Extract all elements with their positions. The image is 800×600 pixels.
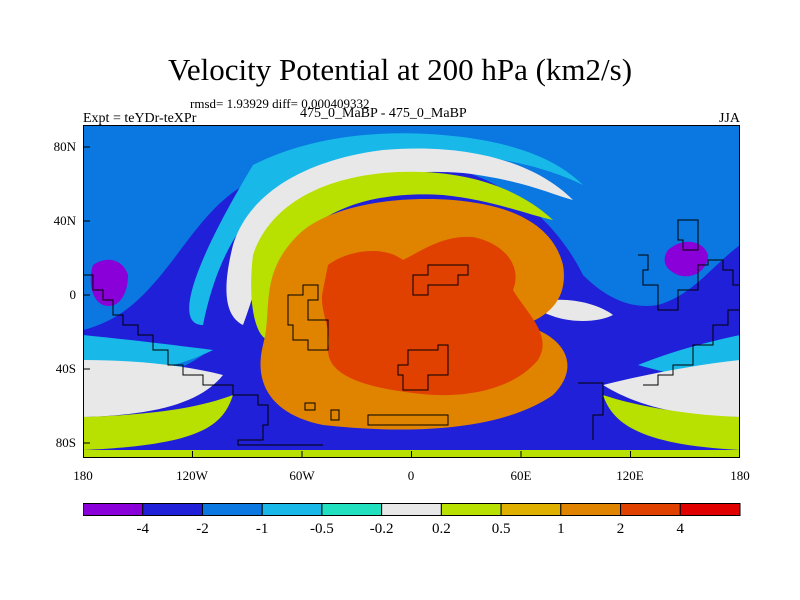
colorbar-swatch-8 <box>560 503 622 516</box>
lon-label-60w: 60W <box>289 468 315 483</box>
colorbar-swatch-9 <box>620 503 681 516</box>
colorbar <box>83 503 741 516</box>
colorbar-label: -1 <box>255 521 269 537</box>
contour-green-sw <box>83 395 233 450</box>
colorbar-swatch-2 <box>201 503 263 516</box>
colorbar-label: 1 <box>557 521 565 537</box>
lon-label-0: 0 <box>407 468 415 483</box>
lon-label-180e: 180 <box>730 468 750 483</box>
colorbar-swatch-10 <box>679 503 741 516</box>
coast-island-a <box>287 284 329 351</box>
ticks <box>83 146 740 458</box>
colorbar-label: -0.2 <box>369 521 394 537</box>
lat-label-80s: 80S <box>55 435 76 450</box>
contour-white-sw <box>83 360 223 417</box>
coast-australia <box>643 309 740 386</box>
plot-title: Velocity Potential at 200 hPa (km2/s) <box>167 52 633 87</box>
coastlines <box>83 219 740 446</box>
lat-label-40s: 40S <box>55 361 76 376</box>
coast-asia <box>638 254 740 311</box>
contour-red-core <box>321 236 543 396</box>
coast-small-islands <box>304 402 340 421</box>
colorbar-swatch-7 <box>500 503 562 516</box>
lat-label-0: 0 <box>69 287 77 302</box>
subtitle-label: 475_0_MaBP - 475_0_MaBP <box>300 106 467 121</box>
coast-antarctic-shelf <box>367 414 449 426</box>
colorbar-label: -4 <box>136 521 149 537</box>
colorbar-label: -2 <box>196 521 209 537</box>
colorbar-swatch-4 <box>321 503 383 516</box>
lon-label-120w: 120W <box>176 468 208 483</box>
colorbar-swatch-1 <box>142 503 203 516</box>
colorbar-label: 2 <box>616 521 625 537</box>
velocity-potential-map <box>83 125 740 458</box>
contour-purple-west <box>90 259 128 306</box>
lat-label-40n: 40N <box>53 213 76 228</box>
lon-label-180w: 180 <box>73 468 93 483</box>
colorbar-swatch-6 <box>440 503 502 516</box>
coast-east-b <box>677 219 699 251</box>
colorbar-swatch-0 <box>83 503 144 516</box>
contour-green-se <box>603 395 740 450</box>
coast-americas <box>83 274 323 446</box>
season-label: JJA <box>718 111 740 126</box>
coast-east-a <box>578 382 604 440</box>
colorbar-label: -0.5 <box>310 521 334 537</box>
colorbar-label: 0.2 <box>431 521 451 537</box>
coast-island-b <box>412 264 469 296</box>
colorbar-label: 4 <box>676 521 685 537</box>
coast-island-c <box>397 344 449 391</box>
colorbar-swatch-5 <box>381 503 442 516</box>
lon-label-120e: 120E <box>616 468 644 483</box>
colorbar-swatch-3 <box>261 503 323 516</box>
lat-label-80n: 80N <box>53 139 76 154</box>
colorbar-label: 0.5 <box>491 521 511 537</box>
stats-text: rmsd= 1.93929 diff= 0.000409332 <box>190 96 370 111</box>
contour-green-arc <box>251 171 553 340</box>
lon-label-60e: 60E <box>510 468 532 483</box>
contour-white-se <box>603 360 740 417</box>
experiment-label: Expt = teYDr-teXPr <box>83 111 197 126</box>
